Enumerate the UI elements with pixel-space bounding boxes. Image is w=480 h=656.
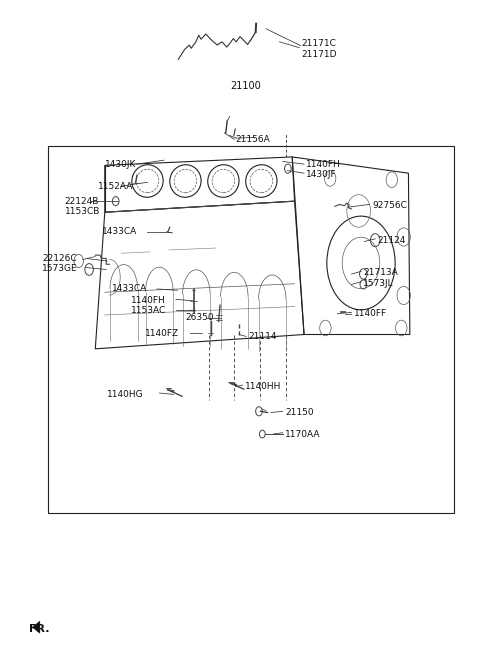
Text: 21100: 21100 — [230, 81, 261, 91]
Text: 1433CA: 1433CA — [102, 227, 138, 236]
Text: 1573JL: 1573JL — [363, 279, 394, 287]
Text: 1430JF: 1430JF — [306, 170, 337, 179]
Text: 1140FZ: 1140FZ — [145, 329, 179, 338]
Text: 1140HG: 1140HG — [107, 390, 144, 399]
Text: FR.: FR. — [29, 623, 49, 634]
Text: 21150: 21150 — [285, 408, 314, 417]
Bar — [48, 146, 454, 514]
Text: 1573GE: 1573GE — [42, 264, 78, 274]
Text: 1140FH: 1140FH — [131, 296, 166, 304]
Text: 22126C: 22126C — [42, 254, 77, 263]
Text: 21114: 21114 — [249, 332, 277, 341]
Polygon shape — [33, 621, 40, 633]
Text: 1152AA: 1152AA — [97, 182, 133, 191]
Text: 21713A: 21713A — [363, 268, 398, 277]
Text: 26350: 26350 — [185, 313, 214, 322]
Text: 1433CA: 1433CA — [112, 285, 147, 293]
Text: 21171C: 21171C — [301, 39, 336, 49]
Text: 1140HH: 1140HH — [245, 382, 281, 391]
Text: 1430JK: 1430JK — [105, 159, 136, 169]
Text: 1140FF: 1140FF — [354, 309, 387, 318]
Text: 1170AA: 1170AA — [285, 430, 321, 438]
Text: 21156A: 21156A — [235, 135, 270, 144]
Text: 21171D: 21171D — [301, 50, 337, 58]
Text: 22124B: 22124B — [64, 197, 99, 206]
Text: 1140FH: 1140FH — [306, 159, 341, 169]
Text: 1153AC: 1153AC — [131, 306, 166, 315]
Text: 21124: 21124 — [378, 236, 406, 245]
Text: 1153CB: 1153CB — [64, 207, 100, 216]
Text: 92756C: 92756C — [372, 201, 407, 210]
